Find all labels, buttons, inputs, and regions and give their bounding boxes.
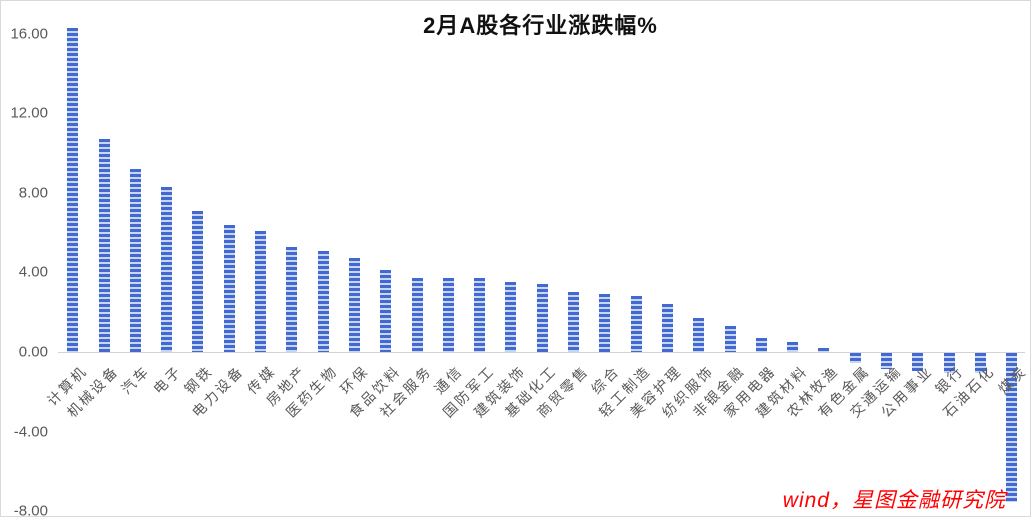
- y-axis-tick-label: 4.00: [18, 263, 48, 281]
- bar: [974, 353, 986, 373]
- bar: [568, 292, 579, 352]
- bar: [818, 348, 830, 352]
- bar: [411, 278, 423, 352]
- bar: [286, 246, 298, 352]
- bar: [223, 224, 235, 352]
- bar: [693, 318, 705, 352]
- bar: [1006, 353, 1018, 503]
- y-axis-tick-label: 12.00: [10, 104, 48, 122]
- bar: [787, 342, 799, 352]
- chart-title: 2月A股各行业涨跌幅%: [423, 13, 658, 38]
- bar: [67, 27, 79, 352]
- y-axis-tick-label: 0.00: [18, 343, 48, 361]
- bar: [912, 353, 924, 371]
- bar: [161, 186, 173, 352]
- bar: [192, 210, 204, 352]
- bar: [536, 284, 548, 352]
- x-axis-line: [58, 352, 1025, 353]
- bar: [474, 278, 486, 352]
- bar: [630, 296, 642, 352]
- bar: [943, 353, 955, 373]
- bar: [755, 338, 767, 352]
- bar: [129, 168, 141, 352]
- watermark-text: wind，星图金融研究院: [782, 489, 1006, 512]
- y-axis-tick-label: -8.00: [13, 502, 48, 520]
- bar: [380, 270, 392, 352]
- bar: [849, 353, 861, 363]
- bar: [661, 304, 673, 352]
- y-axis-tick-label: 8.00: [18, 184, 48, 202]
- bar: [505, 282, 517, 352]
- bar: [724, 326, 736, 352]
- y-axis-tick-label: -4.00: [13, 423, 48, 441]
- y-axis-tick-label: 16.00: [10, 25, 48, 43]
- bar: [599, 294, 611, 352]
- bar: [255, 230, 266, 352]
- bar: [98, 139, 110, 352]
- bar: [348, 258, 360, 352]
- bar: [442, 278, 454, 352]
- bar: [317, 250, 329, 352]
- bar: [881, 353, 892, 369]
